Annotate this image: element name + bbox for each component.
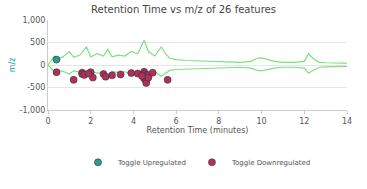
svg-text:Retention Time (minutes): Retention Time (minutes) [147,126,249,135]
svg-text:4: 4 [131,117,136,126]
svg-text:Retention Time vs m/z of 26 fe: Retention Time vs m/z of 26 features [91,4,276,15]
svg-text:m/z: m/z [8,58,17,73]
svg-text:8: 8 [216,117,221,126]
svg-text:1,000: 1,000 [22,16,45,25]
svg-text:0: 0 [45,117,50,126]
svg-text:14: 14 [342,117,352,126]
svg-text:-500: -500 [27,83,45,92]
svg-text:10: 10 [256,117,266,126]
svg-text:500: 500 [30,38,45,47]
svg-text:12: 12 [299,117,309,126]
svg-text:0: 0 [40,61,45,70]
svg-text:6: 6 [174,117,179,126]
svg-text:-1,000: -1,000 [20,106,46,115]
svg-text:2: 2 [88,117,93,126]
svg-text:Toggle Downregulated: Toggle Downregulated [231,159,310,167]
svg-text:Toggle Upregulated: Toggle Upregulated [117,159,186,167]
